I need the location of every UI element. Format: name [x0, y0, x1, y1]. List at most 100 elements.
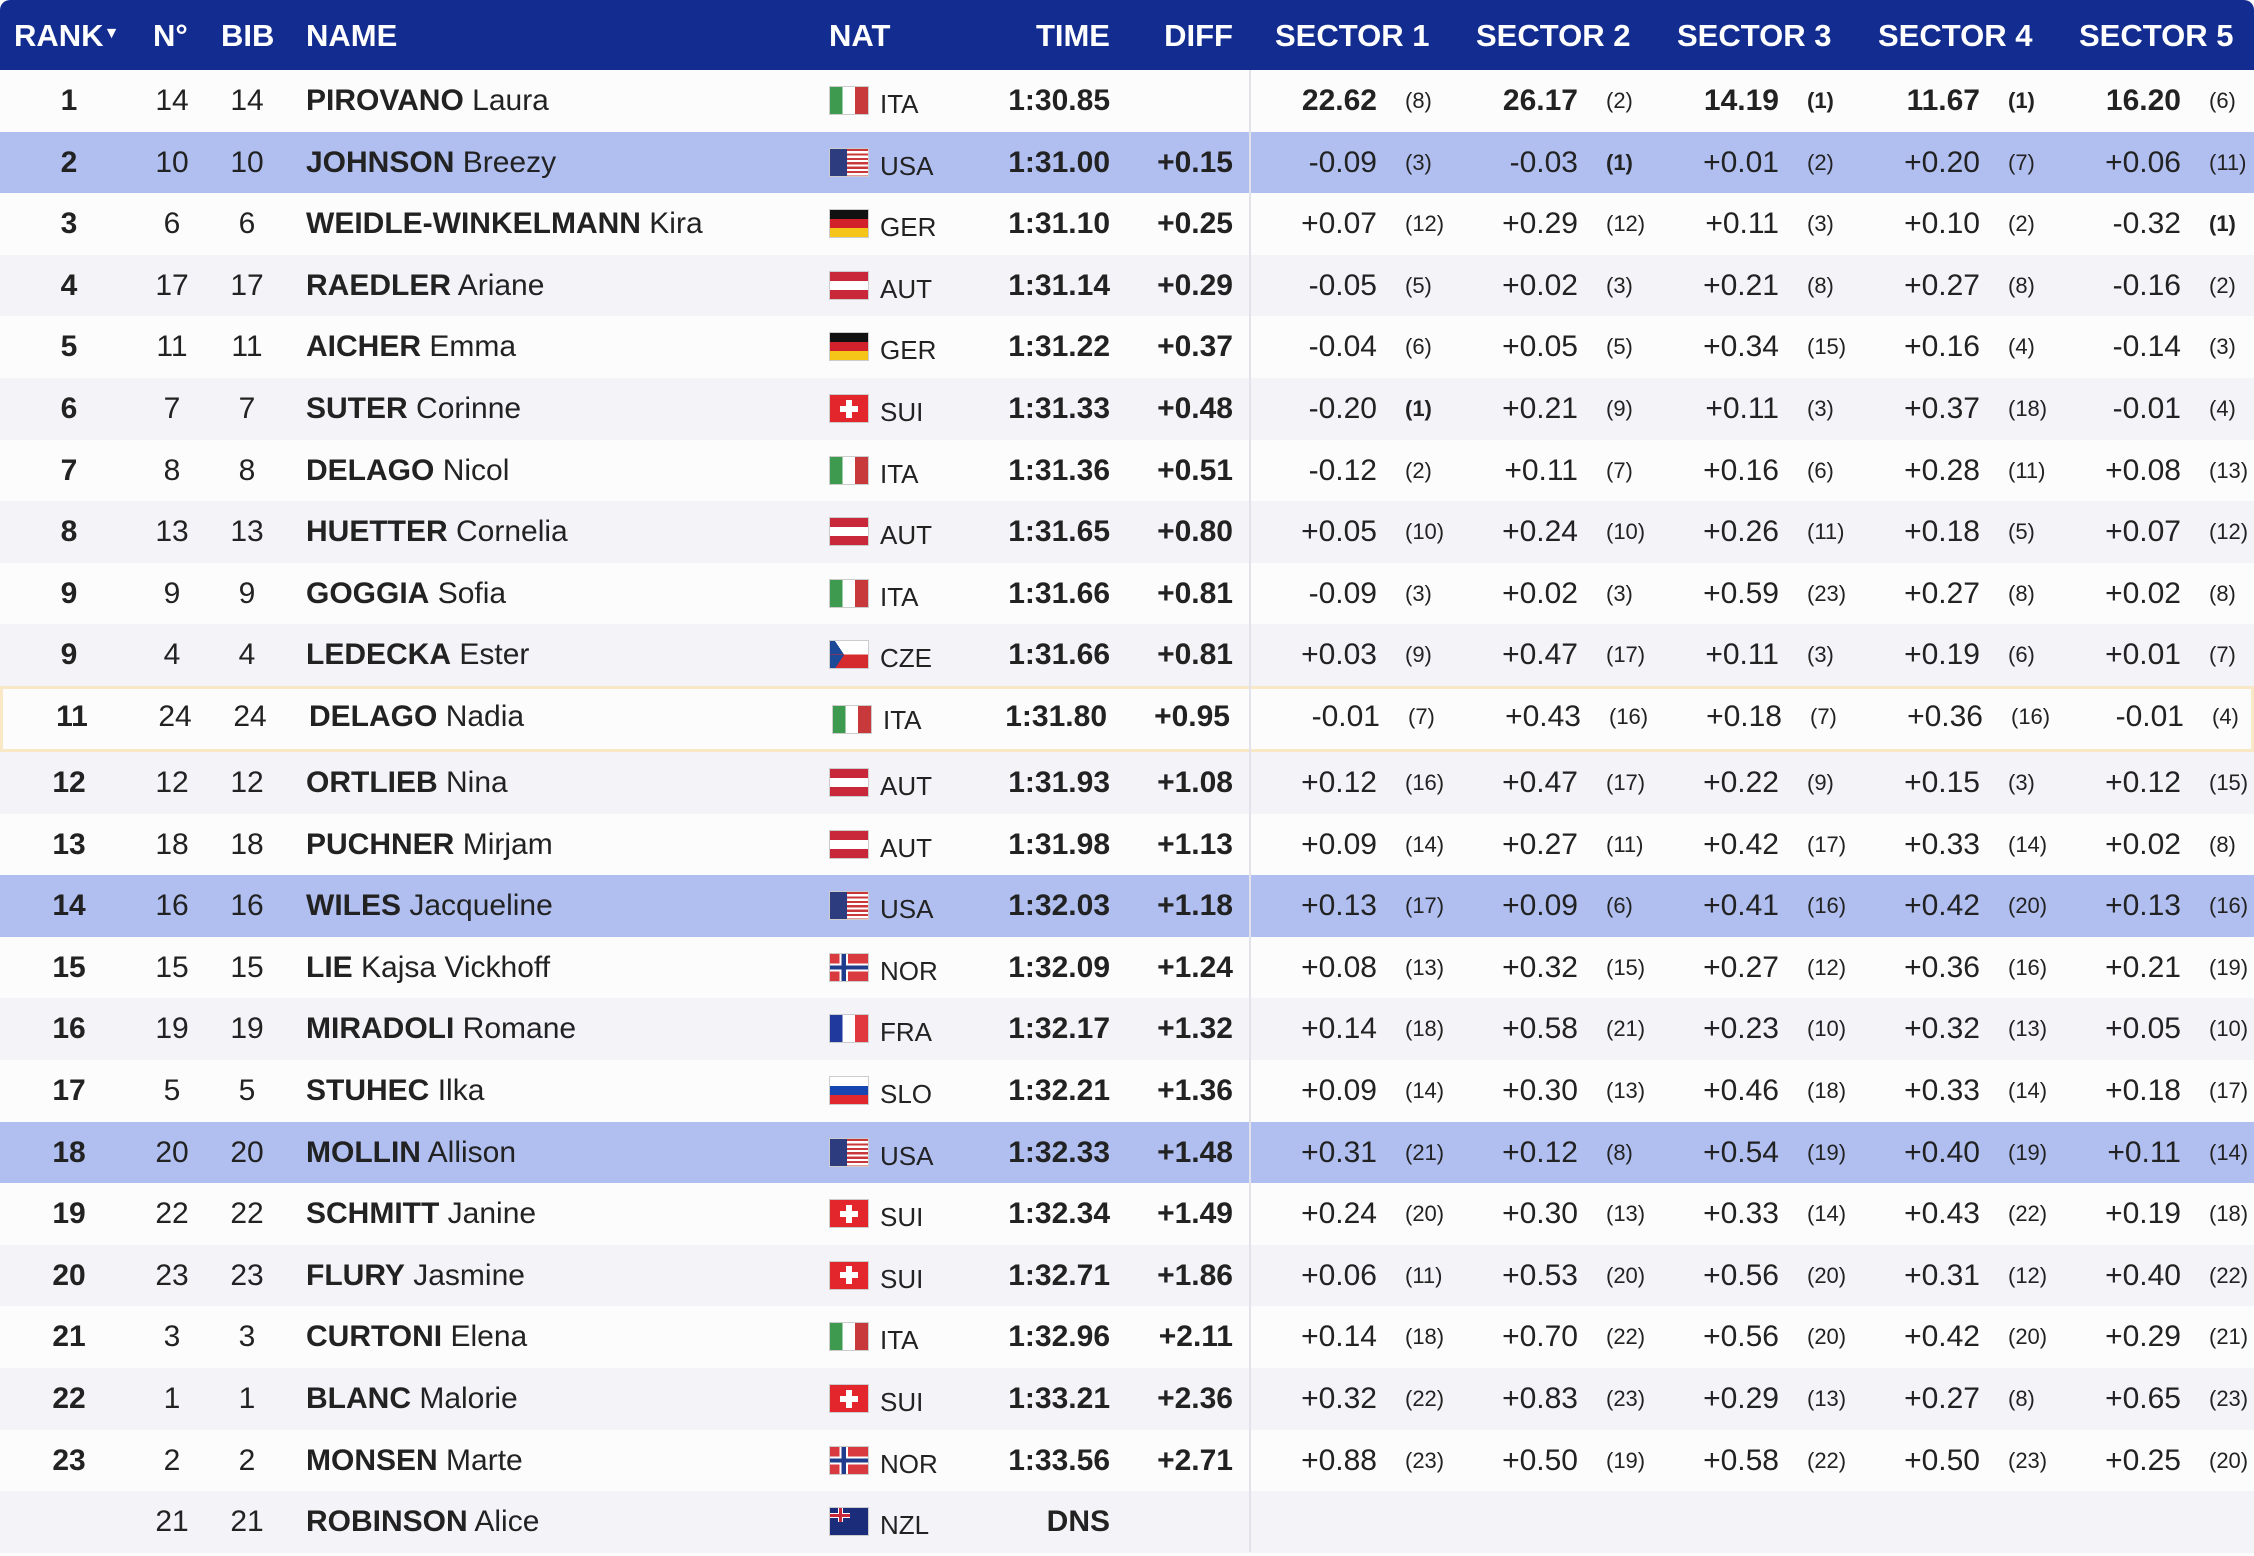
column-header-sector-1[interactable]: SECTOR 1 [1275, 18, 1430, 53]
athlete-name[interactable]: MOLLIN Allison [306, 1122, 516, 1184]
athlete-name[interactable]: AICHER Emma [306, 316, 516, 378]
sector-1-rank: (6) [1405, 334, 1432, 360]
table-row[interactable]: 22 1 1 BLANC Malorie SUI 1:33.21 +2.36 +0.32 (22… [0, 1368, 2254, 1430]
column-header-sector-4[interactable]: SECTOR 4 [1878, 18, 2033, 53]
flag-ita-icon [829, 1322, 869, 1352]
start-number: 13 [155, 515, 189, 549]
table-row[interactable]: 18 20 20 MOLLIN Allison USA 1:32.33 +1.48 +0.31… [0, 1121, 2254, 1184]
athlete-name[interactable]: LIE Kajsa Vickhoff [306, 937, 550, 999]
table-row[interactable]: 7 8 8 DELAGO Nicol ITA 1:31.36 +0.51 -0.12 (2) +0… [0, 440, 2254, 502]
table-row[interactable]: 17 5 5 STUHEC Ilka SLO 1:32.21 +1.36 +0.09 (14) +… [0, 1060, 2254, 1122]
table-row[interactable]: 2 10 10 JOHNSON Breezy USA 1:31.00 +0.15 -0.09 (… [0, 131, 2254, 194]
athlete-name[interactable]: STUHEC Ilka [306, 1060, 484, 1122]
last-name: HUETTER [306, 515, 448, 549]
column-header-sector-2[interactable]: SECTOR 2 [1476, 18, 1631, 53]
table-row[interactable]: 11 24 24 DELAGO Nadia ITA 1:31.80 +0.95 -0.01 (7… [0, 686, 2254, 752]
sector-3-rank: (16) [1807, 893, 1847, 919]
sector-5-value: +0.02 [2105, 827, 2181, 861]
athlete-name[interactable]: MIRADOLI Romane [306, 998, 576, 1060]
table-row[interactable]: 8 13 13 HUETTER Cornelia AUT 1:31.65 +0.80 +0.0… [0, 501, 2254, 563]
column-header-sector-3[interactable]: SECTOR 3 [1677, 18, 1832, 53]
athlete-name[interactable]: FLURY Jasmine [306, 1245, 525, 1307]
sector-3-value: +0.23 [1703, 1012, 1779, 1046]
sector-4-value: +0.37 [1904, 392, 1980, 425]
start-number: 21 [155, 1505, 189, 1539]
athlete-name[interactable]: HUETTER Cornelia [306, 501, 568, 563]
table-row[interactable]: 4 17 17 RAEDLER Ariane AUT 1:31.14 +0.29 -0.05 (… [0, 254, 2254, 317]
column-header-sector-5[interactable]: SECTOR 5 [2079, 18, 2234, 53]
table-row[interactable]: 21 3 3 CURTONI Elena ITA 1:32.96 +2.11 +0.14 (18… [0, 1306, 2254, 1368]
sector-2-value: +0.24 [1502, 515, 1578, 549]
column-header-name[interactable]: NAME [306, 18, 398, 53]
sector-4-value: +0.28 [1904, 453, 1980, 487]
athlete-name[interactable]: ORTLIEB Nina [306, 752, 508, 814]
athlete-name[interactable]: DELAGO Nicol [306, 440, 509, 502]
column-header-rank[interactable]: RANK▼ [14, 18, 120, 53]
sector-1-value: +0.09 [1301, 827, 1377, 861]
start-number: 22 [155, 1197, 189, 1231]
athlete-name[interactable]: SUTER Corinne [306, 378, 521, 440]
table-row[interactable]: 6 7 7 SUTER Corinne SUI 1:31.33 +0.48 -0.20 (1) +… [0, 378, 2254, 440]
first-name: Kajsa Vickhoff [361, 950, 551, 984]
first-name: Alice [474, 1505, 540, 1539]
sector-3-value: +0.26 [1703, 515, 1779, 549]
athlete-name[interactable]: LEDECKA Ester [306, 624, 529, 686]
table-row[interactable]: 23 2 2 MONSEN Marte NOR 1:33.56 +2.71 +0.88 (23)… [0, 1430, 2254, 1492]
athlete-name[interactable]: DELAGO Nadia [309, 689, 524, 745]
sector-1-value: +0.03 [1301, 638, 1377, 672]
table-row[interactable]: 12 12 12 ORTLIEB Nina AUT 1:31.93 +1.08 +0.12 (1… [0, 752, 2254, 814]
sector-2-value: +0.50 [1502, 1443, 1578, 1477]
column-header-time[interactable]: TIME [1035, 18, 1110, 53]
first-name: Ester [459, 638, 530, 672]
table-row[interactable]: 20 23 23 FLURY Jasmine SUI 1:32.71 +1.86 +0.06 (… [0, 1244, 2254, 1307]
table-row[interactable]: 21 21 ROBINSON Alice NZL DNS [0, 1491, 2254, 1553]
athlete-name[interactable]: SCHMITT Janine [306, 1183, 536, 1245]
athlete-name[interactable]: GOGGIA Sofia [306, 563, 506, 625]
sector-1-rank: (21) [1405, 1139, 1445, 1165]
table-row[interactable]: 5 11 11 AICHER Emma GER 1:31.22 +0.37 -0.04 (6) +… [0, 316, 2254, 378]
first-name: Ilka [437, 1074, 485, 1107]
last-name: LIE [306, 950, 353, 984]
column-header-nat[interactable]: NAT [829, 18, 891, 53]
sector-1-rank: (18) [1405, 1016, 1445, 1042]
athlete-name[interactable]: PIROVANO Laura [306, 70, 549, 132]
sector-1-rank: (2) [1405, 457, 1432, 483]
sector-1-value: +0.06 [1301, 1258, 1377, 1292]
sector-4-value: +0.42 [1904, 1320, 1980, 1354]
sector-1-value: 22.62 [1301, 84, 1377, 117]
bib: 16 [230, 889, 264, 923]
column-header-no[interactable]: N° [153, 18, 188, 53]
sector-1-rank: (8) [1405, 88, 1432, 113]
table-row[interactable]: 15 15 15 LIE Kajsa Vickhoff NOR 1:32.09 +1.24 +… [0, 937, 2254, 999]
sector-4-value: +0.33 [1904, 827, 1980, 861]
last-name: STUHEC [306, 1074, 430, 1107]
nation-code: ITA [880, 581, 919, 612]
athlete-name[interactable]: CURTONI Elena [306, 1306, 527, 1368]
table-row[interactable]: 13 18 18 PUCHNER Mirjam AUT 1:31.98 +1.13 +0.09… [0, 814, 2254, 876]
sector-3-rank: (1) [1807, 88, 1834, 113]
column-header-bib[interactable]: BIB [221, 18, 275, 53]
first-name: Emma [429, 330, 517, 364]
start-number: 16 [155, 889, 189, 923]
athlete-name[interactable]: JOHNSON Breezy [306, 132, 556, 194]
athlete-name[interactable]: PUCHNER Mirjam [306, 814, 553, 876]
athlete-name[interactable]: WILES Jacqueline [306, 875, 553, 937]
time: 1:32.09 [1008, 950, 1110, 984]
table-row[interactable]: 9 9 9 GOGGIA Sofia ITA 1:31.66 +0.81 -0.09 (3) +0… [0, 563, 2254, 625]
table-row[interactable]: 19 22 22 SCHMITT Janine SUI 1:32.34 +1.49 +0.24… [0, 1183, 2254, 1245]
athlete-name[interactable]: RAEDLER Ariane [306, 255, 544, 317]
column-header-diff[interactable]: DIFF [1164, 18, 1233, 53]
athlete-name[interactable]: MONSEN Marte [306, 1430, 523, 1492]
athlete-name[interactable]: BLANC Malorie [306, 1368, 518, 1430]
sector-2-value: 26.17 [1502, 84, 1578, 117]
nation-code: SUI [880, 397, 924, 427]
sector-2-value: +0.02 [1502, 576, 1578, 610]
table-row[interactable]: 16 19 19 MIRADOLI Romane FRA 1:32.17 +1.32 +0.1… [0, 998, 2254, 1060]
table-row[interactable]: 14 16 16 WILES Jacqueline USA 1:32.03 +1.18 +0.… [0, 875, 2254, 937]
athlete-name[interactable]: WEIDLE-WINKELMANN Kira [306, 193, 703, 255]
table-row[interactable]: 9 4 4 LEDECKA Ester CZE 1:31.66 +0.81 +0.03 (9) +… [0, 624, 2254, 686]
table-row[interactable]: 1 14 14 PIROVANO Laura ITA 1:30.85 22.62 (8) 26.… [0, 70, 2254, 132]
sector-4-rank: (5) [2008, 519, 2035, 545]
table-row[interactable]: 3 6 6 WEIDLE-WINKELMANN Kira GER 1:31.10 +0.25… [0, 193, 2254, 255]
athlete-name[interactable]: ROBINSON Alice [306, 1491, 539, 1553]
